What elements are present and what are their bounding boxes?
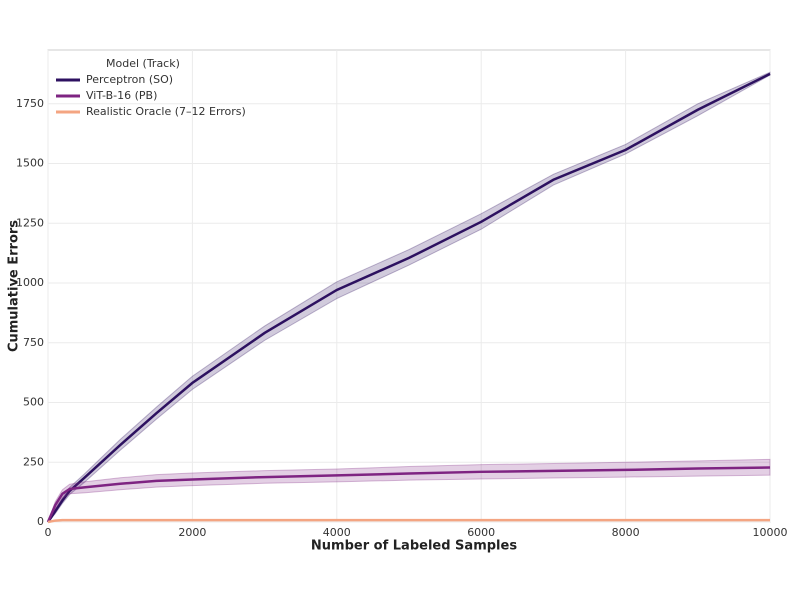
x-axis-label: Number of Labeled Samples [311, 539, 517, 554]
legend-label: Realistic Oracle (7–12 Errors) [86, 105, 246, 118]
y-tick-label: 1750 [16, 97, 44, 110]
y-tick-label: 250 [23, 455, 44, 468]
legend-label: Perceptron (SO) [86, 73, 173, 86]
y-tick-label: 750 [23, 336, 44, 349]
series-line [47, 518, 770, 524]
series-line [46, 466, 771, 523]
x-tick-label: 2000 [178, 526, 206, 539]
x-tick-label: 6000 [467, 526, 495, 539]
y-tick-label: 1500 [16, 157, 44, 170]
legend-label: ViT-B-16 (PB) [86, 89, 157, 102]
y-tick-label: 0 [37, 515, 44, 528]
series-line [46, 72, 771, 523]
plot-area [47, 49, 771, 523]
x-tick-label: 8000 [612, 526, 640, 539]
confidence-band [47, 71, 771, 523]
x-tick-label: 4000 [323, 526, 351, 539]
y-tick-label: 1000 [16, 276, 44, 289]
y-tick-label: 1250 [16, 216, 44, 229]
y-tick-label: 500 [23, 396, 44, 409]
legend-title: Model (Track) [106, 57, 180, 70]
confidence-band [47, 458, 771, 523]
y-axis-label: Cumulative Errors [7, 220, 22, 352]
x-tick-label: 10000 [753, 526, 788, 539]
x-tick-label: 0 [45, 526, 52, 539]
